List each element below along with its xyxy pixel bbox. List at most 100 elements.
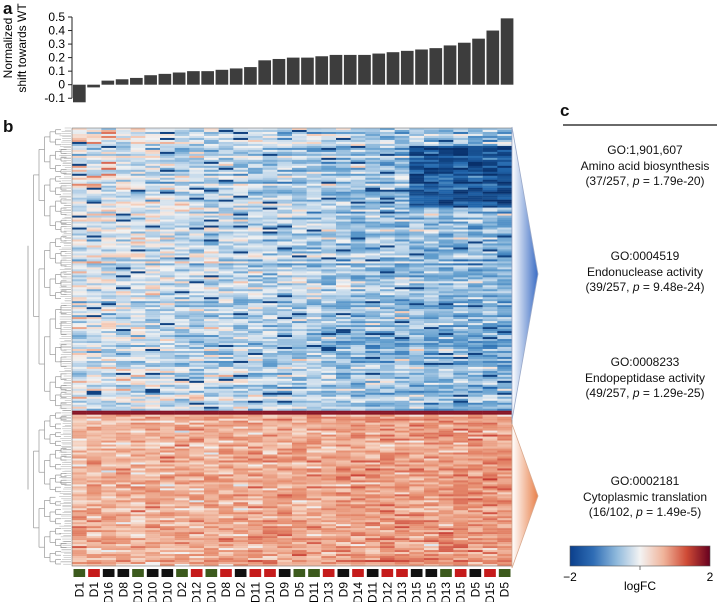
heatmap-cell xyxy=(101,309,116,311)
heatmap-cell xyxy=(307,421,322,423)
heatmap-cell xyxy=(248,162,263,164)
heatmap-cell xyxy=(219,343,234,345)
heatmap-cell xyxy=(424,279,439,281)
heatmap-cell xyxy=(101,202,116,204)
heatmap-cell xyxy=(351,214,366,216)
heatmap-cell xyxy=(395,198,410,200)
heatmap-cell xyxy=(189,128,204,130)
heatmap-cell xyxy=(101,226,116,228)
heatmap-cell xyxy=(87,299,102,301)
heatmap-cell xyxy=(263,241,278,243)
heatmap-cell xyxy=(395,297,410,299)
heatmap-cell xyxy=(72,146,87,148)
heatmap-cell xyxy=(277,311,292,313)
heatmap-cell xyxy=(307,200,322,202)
heatmap-cell xyxy=(233,136,248,138)
heatmap-cell xyxy=(409,230,424,232)
heatmap-cell xyxy=(116,259,131,261)
heatmap-cell xyxy=(277,204,292,206)
heatmap-cell xyxy=(175,228,190,230)
heatmap-cell xyxy=(263,232,278,234)
heatmap-cell xyxy=(101,130,116,132)
heatmap-cell xyxy=(189,194,204,196)
heatmap-cell xyxy=(145,279,160,281)
heatmap-cell xyxy=(101,188,116,190)
heatmap-cell xyxy=(277,395,292,397)
heatmap-cell xyxy=(72,401,87,403)
heatmap-cell xyxy=(336,327,351,329)
heatmap-cell xyxy=(116,341,131,343)
heatmap-cell xyxy=(87,331,102,333)
heatmap-cell xyxy=(87,134,102,136)
heatmap-cell xyxy=(307,132,322,134)
heatmap-cell xyxy=(439,168,454,170)
heatmap-cell xyxy=(453,164,468,166)
heatmap-cell xyxy=(497,238,512,240)
heatmap-cell xyxy=(380,230,395,232)
heatmap-cell xyxy=(72,279,87,281)
heatmap-cell xyxy=(101,178,116,180)
heatmap-cell xyxy=(351,234,366,236)
row-dendrogram xyxy=(28,128,71,564)
heatmap-cell xyxy=(175,200,190,202)
heatmap-cell xyxy=(483,265,498,267)
heatmap-cell xyxy=(219,409,234,411)
heatmap-cell xyxy=(219,367,234,369)
heatmap-cell xyxy=(380,361,395,363)
heatmap-cell xyxy=(395,154,410,156)
heatmap-cell xyxy=(219,401,234,403)
heatmap-cell xyxy=(365,307,380,309)
heatmap-cell xyxy=(72,393,87,395)
heatmap-cell xyxy=(277,421,292,423)
heatmap-cell xyxy=(424,214,439,216)
heatmap-cell xyxy=(468,267,483,269)
heatmap-cell xyxy=(233,385,248,387)
heatmap-cell xyxy=(336,134,351,136)
heatmap-cell xyxy=(409,267,424,269)
heatmap-cell xyxy=(380,399,395,401)
heatmap-cell xyxy=(351,323,366,325)
heatmap-cell xyxy=(204,391,219,393)
heatmap-cell xyxy=(189,343,204,345)
heatmap-cell xyxy=(160,315,175,317)
heatmap-cell xyxy=(263,132,278,134)
heatmap-cell xyxy=(145,281,160,283)
heatmap-cell xyxy=(101,206,116,208)
heatmap-cell xyxy=(131,156,146,158)
heatmap-cell xyxy=(233,295,248,297)
heatmap-cell xyxy=(468,365,483,367)
heatmap-cell xyxy=(439,303,454,305)
heatmap-cell xyxy=(321,267,336,269)
heatmap-cell xyxy=(468,353,483,355)
heatmap-cell xyxy=(101,301,116,303)
heatmap-cell xyxy=(336,166,351,168)
heatmap-cell xyxy=(233,273,248,275)
heatmap-cell xyxy=(101,156,116,158)
heatmap-cell xyxy=(263,238,278,240)
heatmap-cell xyxy=(72,232,87,234)
heatmap-cell xyxy=(453,178,468,180)
heatmap-cell xyxy=(424,160,439,162)
heatmap-cell xyxy=(189,271,204,273)
heatmap-cell xyxy=(87,291,102,293)
heatmap-cell xyxy=(380,220,395,222)
heatmap-cell xyxy=(365,190,380,192)
heatmap-cell xyxy=(277,214,292,216)
heatmap-cell xyxy=(307,220,322,222)
heatmap-cell xyxy=(204,417,219,419)
heatmap-cell xyxy=(233,194,248,196)
heatmap-cell xyxy=(439,241,454,243)
heatmap-cell xyxy=(321,353,336,355)
heatmap-cell xyxy=(321,132,336,134)
heatmap-cell xyxy=(248,287,263,289)
heatmap-cell xyxy=(131,192,146,194)
heatmap-cell xyxy=(453,387,468,389)
heatmap-cell xyxy=(175,421,190,423)
heatmap-cell xyxy=(233,383,248,385)
heatmap-cell xyxy=(248,299,263,301)
heatmap-cell xyxy=(424,222,439,224)
heatmap-cell xyxy=(483,389,498,391)
heatmap-cell xyxy=(263,355,278,357)
heatmap-cell xyxy=(292,140,307,142)
heatmap-cell xyxy=(175,184,190,186)
